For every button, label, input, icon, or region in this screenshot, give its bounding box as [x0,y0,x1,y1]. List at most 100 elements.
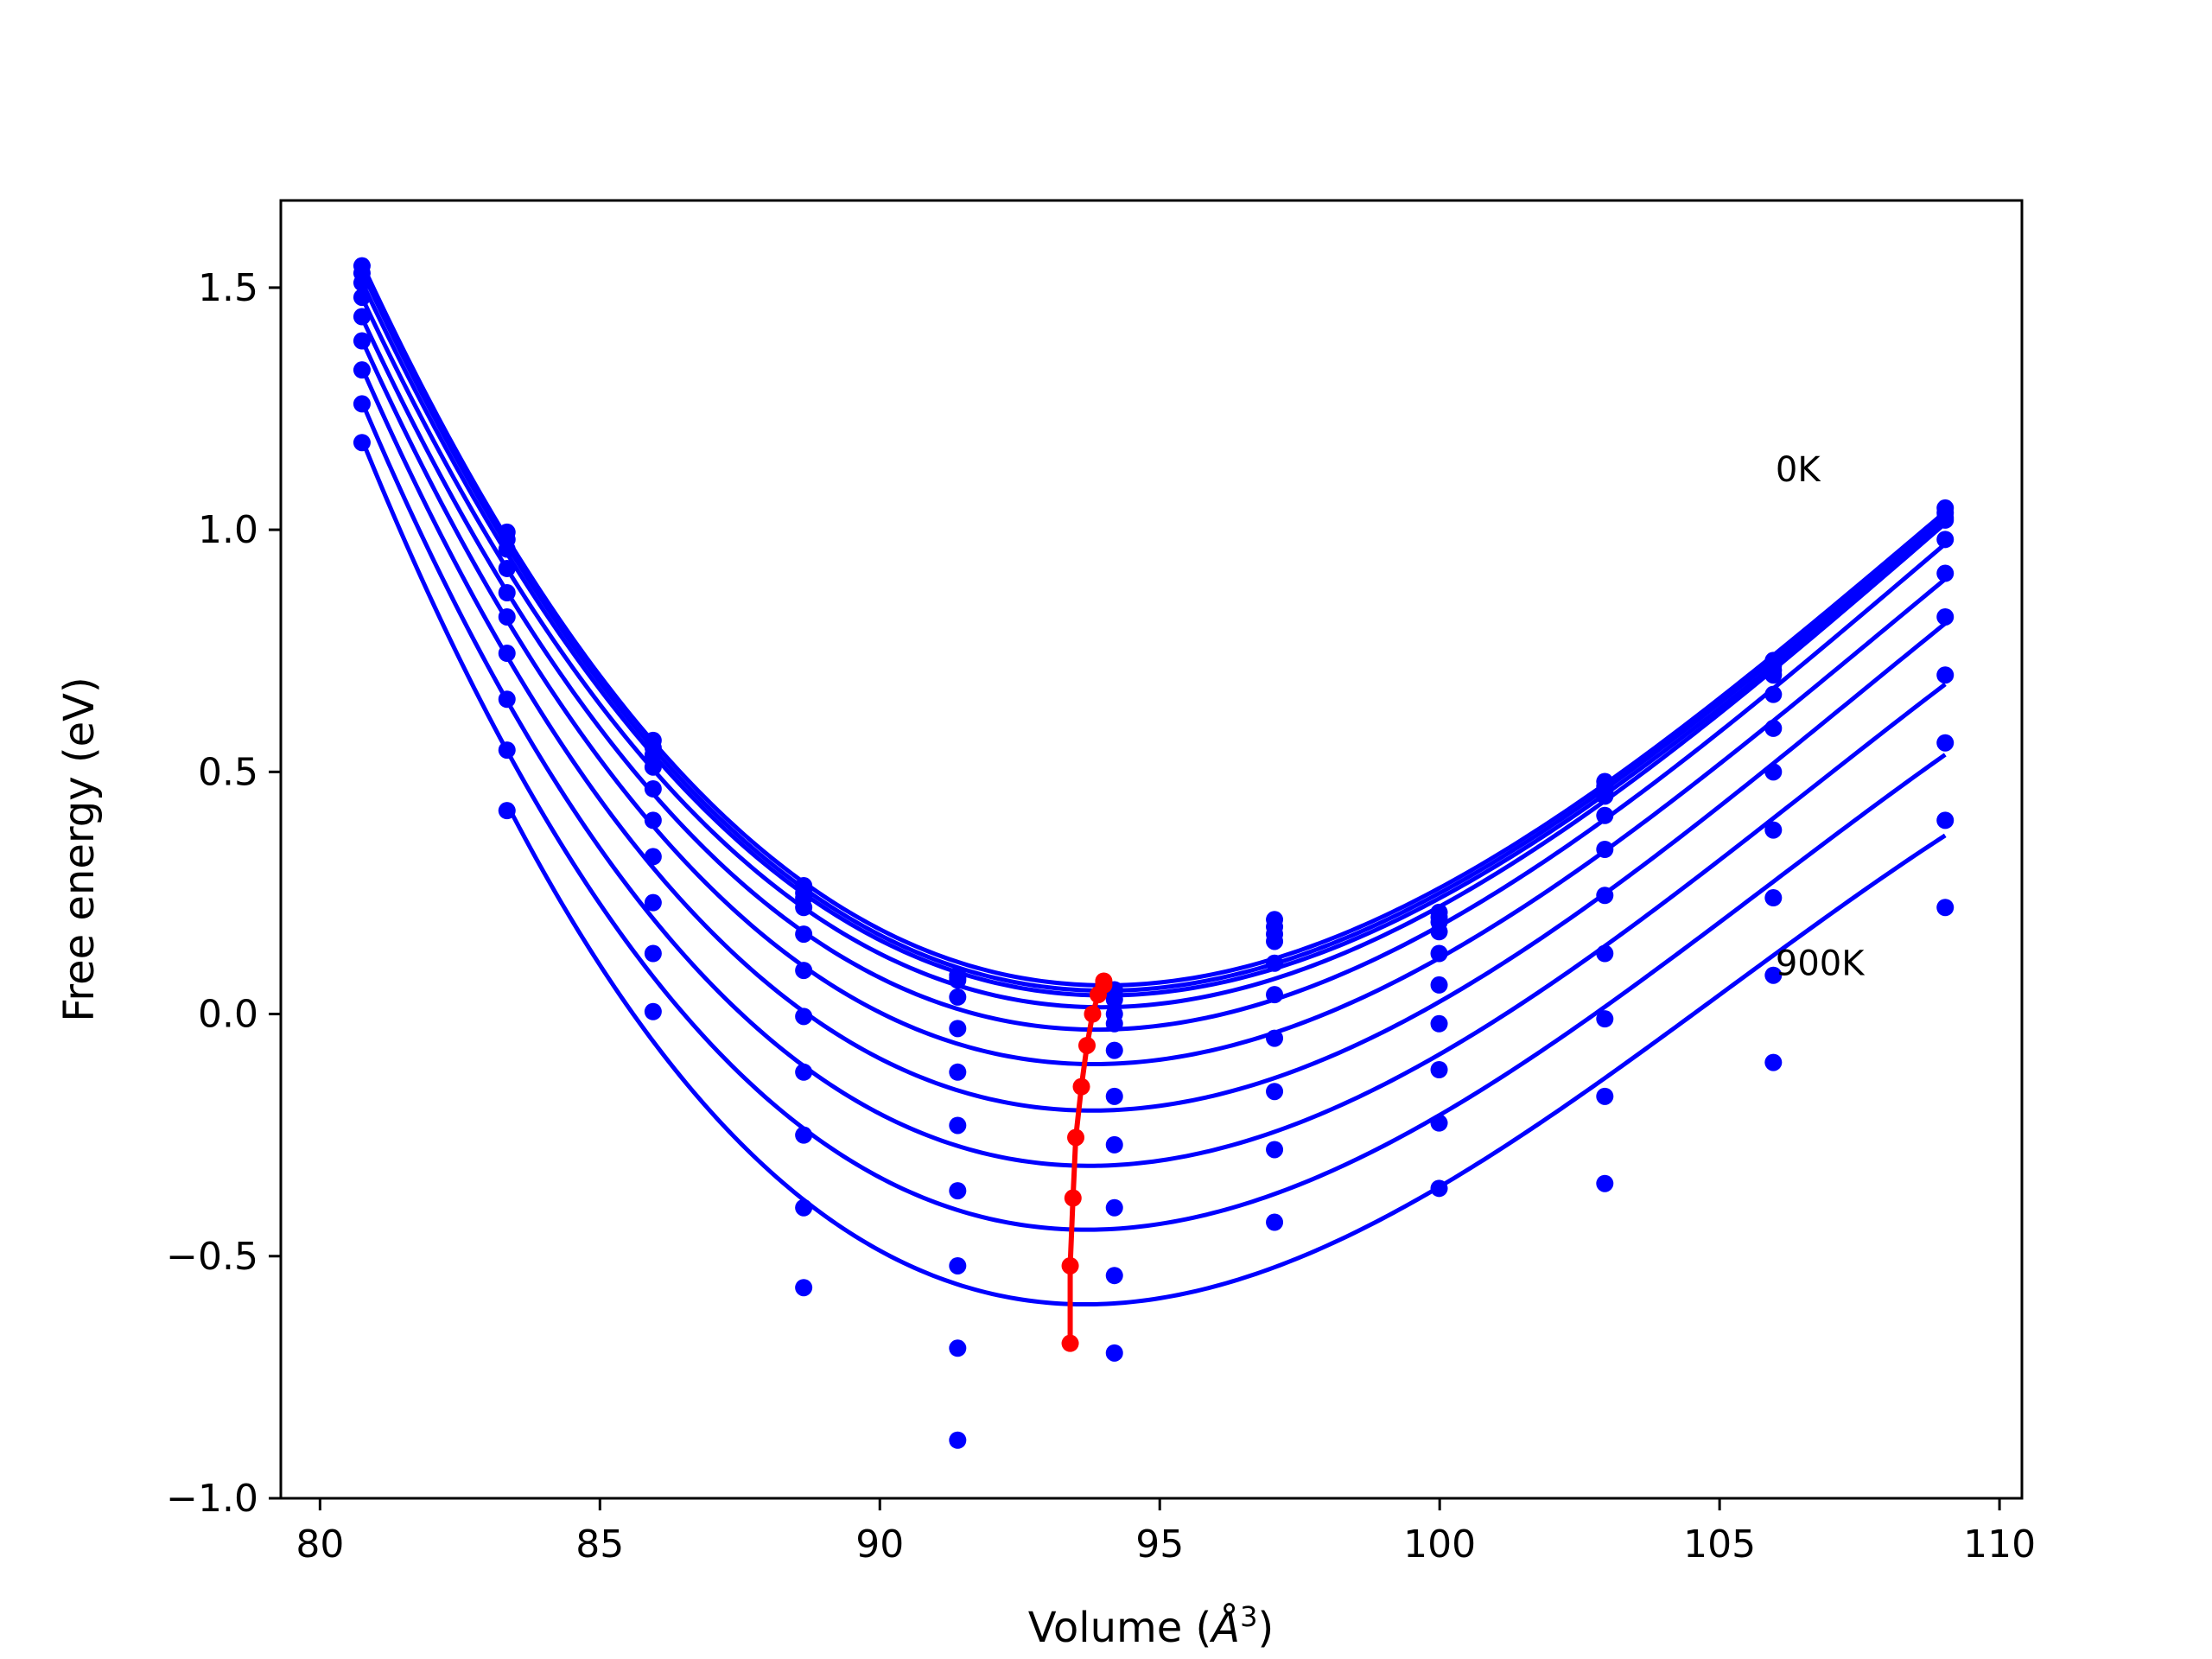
x-tick-label: 105 [1683,1522,1756,1567]
data-point [1596,1174,1614,1192]
fit-curve-7 [359,401,1947,1168]
minimum-point [1072,1077,1090,1096]
data-point [1764,719,1783,737]
data-point [1266,1141,1284,1159]
data-point [795,962,813,980]
data-point [498,540,516,558]
data-point [644,1002,662,1020]
fit-curves [359,262,1947,1307]
data-point [1596,887,1614,905]
data-point [1430,1014,1448,1033]
data-point [1105,990,1123,1008]
minima-path [1067,981,1107,1344]
data-point [1105,1267,1123,1285]
data-point [1596,1010,1614,1028]
x-tick-label: 95 [1135,1522,1184,1567]
x-tick-label: 80 [296,1522,344,1567]
x-axis-label-close: ) [1257,1604,1274,1652]
data-point [1936,666,1955,684]
fit-curve-6 [359,366,1947,1113]
data-point [949,971,967,989]
data-point [353,274,371,292]
data-point [1764,821,1783,839]
data-point [949,1116,967,1135]
fit-curve-1 [359,270,1947,994]
temperature-annotation: 900K [1776,944,1866,984]
data-point [1430,923,1448,941]
y-axis-label: Free energy (eV) [55,677,104,1021]
y-tick-label: 1.0 [198,508,258,552]
data-point [1430,1179,1448,1198]
data-point [1764,666,1783,684]
data-point [795,1126,813,1144]
data-point [795,1198,813,1217]
data-point [498,559,516,577]
data-point [353,395,371,413]
data-point [644,893,662,912]
fit-curve-9 [505,803,1947,1307]
data-point [795,899,813,917]
data-point [1596,1087,1614,1105]
data-point [353,308,371,326]
data-point [1596,806,1614,824]
data-point [795,1063,813,1081]
data-point [949,988,967,1006]
data-point [644,848,662,866]
fit-curve-4 [359,316,1947,1033]
minimum-point [1089,986,1107,1004]
data-point [498,583,516,601]
y-axis-ticks: −1.0 −0.5 0.0 0.5 1.0 1.5 [166,266,281,1521]
y-tick-label: 0.0 [198,993,258,1037]
y-tick-label: −1.0 [166,1477,258,1521]
data-point [949,1339,967,1357]
x-tick-label: 85 [575,1522,624,1567]
data-point [1430,944,1448,963]
data-point [1936,811,1955,830]
data-point [1936,531,1955,549]
y-tick-label: 1.5 [198,266,258,310]
data-point [644,944,662,963]
x-tick-label: 110 [1963,1522,2036,1567]
data-point [949,1256,967,1274]
temperature-annotation: 0K [1776,450,1821,490]
x-axis-ticks: 80 85 90 95 100 105 110 [296,1498,2036,1567]
data-point [498,741,516,760]
data-point [1105,1041,1123,1059]
data-point [644,746,662,764]
data-point [498,802,516,820]
data-point [1936,511,1955,529]
data-point [1936,564,1955,582]
y-tick-label: −0.5 [166,1235,258,1279]
x-tick-label: 90 [855,1522,904,1567]
y-tick-label: 0.5 [198,750,258,794]
minima-line [1061,972,1113,1352]
data-point [644,779,662,798]
data-point [1105,1198,1123,1217]
fit-curve-0 [359,262,1947,988]
data-point [1764,763,1783,781]
data-point [498,607,516,626]
minimum-point [1077,1036,1096,1054]
data-point [1764,889,1783,907]
data-points [353,257,1955,1449]
data-point [1266,954,1284,972]
data-point [1105,1135,1123,1154]
data-point [498,645,516,663]
x-tick-label: 100 [1403,1522,1476,1567]
x-axis-label-exp: 3 [1240,1600,1257,1633]
data-point [949,1020,967,1038]
data-point [644,811,662,830]
data-point [644,758,662,776]
data-point [1596,787,1614,805]
annotations: 0K 900K [1776,450,1866,984]
data-point [1105,1087,1123,1105]
data-point [353,434,371,452]
minimum-point [1067,1128,1085,1147]
data-point [1430,976,1448,994]
data-point [1266,1213,1284,1231]
data-point [498,690,516,709]
fit-curve-5 [359,339,1947,1067]
x-axis-label-unit: Å [1209,1603,1240,1652]
data-point [1266,1029,1284,1047]
